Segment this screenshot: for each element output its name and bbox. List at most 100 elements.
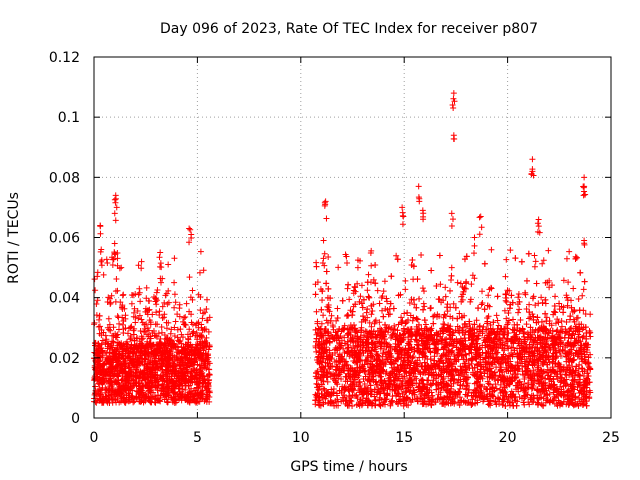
data-point [137,298,144,305]
data-point [493,312,500,319]
data-point [114,372,121,379]
data-point [409,317,416,324]
data-point [128,323,135,330]
data-point [141,348,148,355]
data-point [146,306,153,313]
data-point [179,369,186,376]
data-point [138,398,145,405]
data-point [162,368,169,375]
data-point [167,330,174,337]
data-point [146,380,153,387]
data-point [184,369,191,376]
data-point [145,353,152,360]
data-point [154,349,161,356]
data-point [171,370,178,377]
data-point [125,384,132,391]
data-point [499,401,506,408]
data-point [133,364,140,371]
data-point [96,397,103,404]
data-point [320,255,327,262]
data-point [335,264,342,271]
data-point [118,377,125,384]
data-point [143,320,150,327]
data-point [454,279,461,286]
data-point [106,321,113,328]
data-point [179,318,186,325]
data-point [181,314,188,321]
data-point [442,284,449,291]
data-point [137,349,144,356]
data-point [179,357,186,364]
data-point [94,297,101,304]
data-point [103,368,110,375]
data-point [92,383,99,390]
data-point [112,288,119,295]
data-point [156,308,163,315]
data-point [109,381,116,388]
data-point [128,369,135,376]
data-point [580,286,587,293]
data-point [177,337,184,344]
data-point [173,367,180,374]
data-point [199,315,206,322]
data-point [192,357,199,364]
data-point [113,334,120,341]
data-point [109,262,116,269]
data-point [192,346,199,353]
data-point [202,362,209,369]
data-point [172,299,179,306]
data-point [192,332,199,339]
data-point [189,379,196,386]
data-point [104,259,111,266]
data-point [107,327,114,334]
data-point [92,339,99,346]
data-point [158,279,165,286]
data-point [197,371,204,378]
data-point [182,314,189,321]
data-point [184,350,191,357]
data-point [94,273,101,280]
data-point [120,291,127,298]
data-point [103,336,110,343]
data-point [170,340,177,347]
data-point [131,305,138,312]
data-point [183,393,190,400]
data-point [96,312,103,319]
data-point [163,340,170,347]
data-point [122,340,129,347]
data-point [95,340,102,347]
data-point [165,261,172,268]
data-point [196,398,203,405]
data-point [97,323,104,330]
data-point [398,314,405,321]
data-point [138,316,145,323]
data-point [114,262,121,269]
data-point [121,305,128,312]
data-point [128,292,135,299]
data-point [357,293,364,300]
data-point [143,393,150,400]
data-point [155,355,162,362]
data-point [154,385,161,392]
data-point [130,349,137,356]
data-point [515,291,522,298]
data-point [134,358,141,365]
data-point [391,322,398,329]
data-point [159,360,166,367]
data-point [96,316,103,323]
data-point [566,248,573,255]
data-point [200,347,207,354]
data-point [158,388,165,395]
data-point [95,390,102,397]
data-point [176,369,183,376]
data-point [575,295,582,302]
data-point [151,399,158,406]
data-point [92,287,99,294]
data-point [152,295,159,302]
data-point [552,293,559,300]
data-point [145,327,152,334]
data-point [143,365,150,372]
data-point [174,334,181,341]
data-point [163,290,170,297]
data-point [104,340,111,347]
